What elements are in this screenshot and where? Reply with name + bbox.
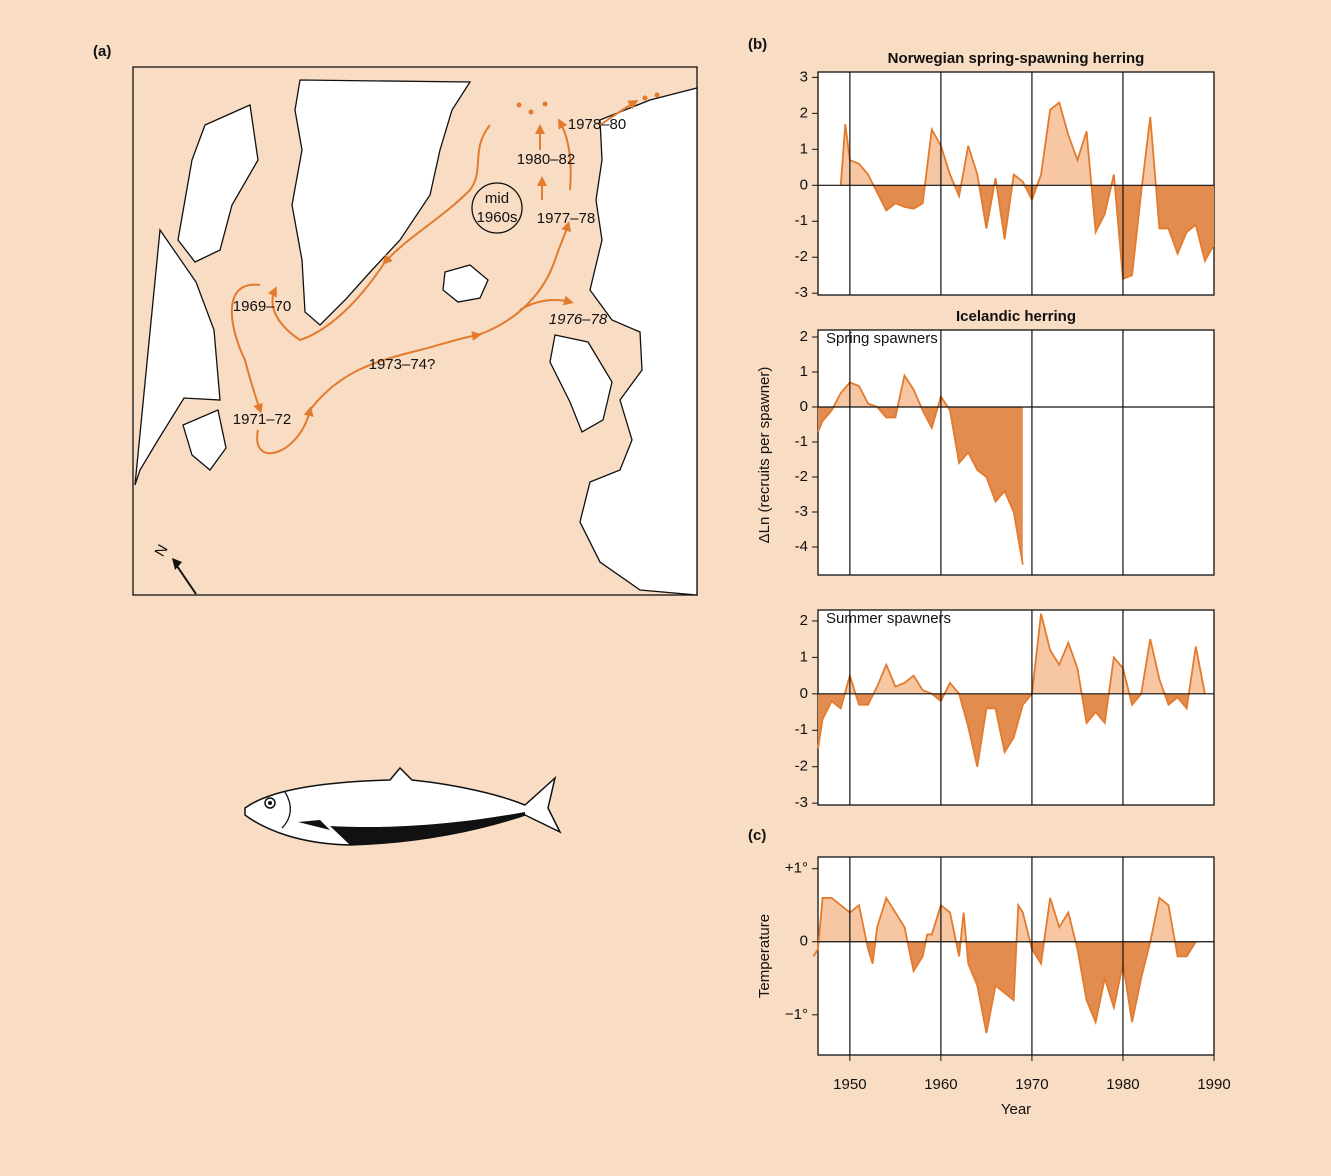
x-tick-label: 1960 xyxy=(924,1076,957,1093)
map-label: mid xyxy=(485,190,509,207)
panel-label: (b) xyxy=(748,36,767,53)
data-line xyxy=(839,101,1215,281)
y-tick-label: -4 xyxy=(795,538,808,555)
y-tick-label: -1 xyxy=(795,433,808,450)
chart-title: Icelandic herring xyxy=(956,308,1076,325)
y-tick-label: 0 xyxy=(800,933,808,950)
data-line xyxy=(817,373,1024,565)
chart-title: Norwegian spring-spawning herring xyxy=(888,50,1145,67)
x-tick-label: 1990 xyxy=(1197,1076,1230,1093)
y-tick-label: 2 xyxy=(800,612,808,629)
y-tick-label: -2 xyxy=(795,758,808,775)
data-line xyxy=(812,895,1197,1034)
area-positive xyxy=(844,613,1205,694)
area-circle xyxy=(471,182,523,234)
x-axis-label: Year xyxy=(1001,1101,1031,1118)
panel-label: (c) xyxy=(748,827,766,844)
y-tick-label: −1° xyxy=(785,1006,808,1023)
scandinavia xyxy=(579,87,698,596)
area-negative xyxy=(818,407,1023,565)
y-tick-label: -3 xyxy=(795,284,808,301)
y-tick-label: -3 xyxy=(795,794,808,811)
map-label: 1969–70 xyxy=(233,298,291,315)
y-tick-label: -1 xyxy=(795,721,808,738)
map: (a) mid 1960s 1978–80 1980–82 1977–78 19… xyxy=(93,43,698,596)
y-tick-label: -2 xyxy=(795,468,808,485)
area-positive xyxy=(818,375,1023,407)
y-tick-label: -2 xyxy=(795,248,808,265)
x-tick-label: 1980 xyxy=(1106,1076,1139,1093)
map-label: 1976–78 xyxy=(549,311,608,328)
y-tick-label: 0 xyxy=(800,398,808,415)
y-axis-label: Temperature xyxy=(756,914,773,998)
area-negative xyxy=(818,693,1205,767)
y-tick-label: -1 xyxy=(795,212,808,229)
chart-subtitle: Summer spawners xyxy=(826,610,951,627)
y-axis-label: ΔLn (recruits per spawner) xyxy=(756,367,773,544)
map-label: 1980–82 xyxy=(517,151,575,168)
x-tick-label: 1970 xyxy=(1015,1076,1048,1093)
area-positive xyxy=(840,102,1214,186)
y-tick-label: 1 xyxy=(800,648,808,665)
y-tick-label: +1° xyxy=(785,860,808,877)
north-arrow xyxy=(176,565,197,595)
greenland xyxy=(291,79,472,326)
y-tick-label: 3 xyxy=(800,68,808,85)
x-tick-label: 1950 xyxy=(833,1076,866,1093)
newfoundland xyxy=(182,409,227,471)
panel-label: (a) xyxy=(93,43,111,60)
labrador xyxy=(134,228,221,486)
map-label: 1977–78 xyxy=(537,210,595,227)
y-tick-label: 0 xyxy=(800,176,808,193)
baffin xyxy=(177,104,259,263)
map-label: 1960s xyxy=(477,209,518,226)
area-negative xyxy=(873,185,1214,279)
y-tick-label: 0 xyxy=(800,685,808,702)
map-label: 1978–80 xyxy=(568,116,626,133)
britain xyxy=(549,334,613,433)
chart-subtitle: Spring spawners xyxy=(826,330,938,347)
iceland xyxy=(442,264,489,303)
y-tick-label: 1 xyxy=(800,363,808,380)
y-tick-label: -3 xyxy=(795,503,808,520)
data-line xyxy=(817,613,1206,767)
y-tick-label: 2 xyxy=(800,328,808,345)
y-tick-label: 2 xyxy=(800,104,808,121)
map-label: 1973–74? xyxy=(369,356,436,373)
map-label: 1971–72 xyxy=(233,411,291,428)
fish xyxy=(244,766,562,846)
y-tick-label: 1 xyxy=(800,140,808,157)
area-positive xyxy=(818,897,1175,942)
